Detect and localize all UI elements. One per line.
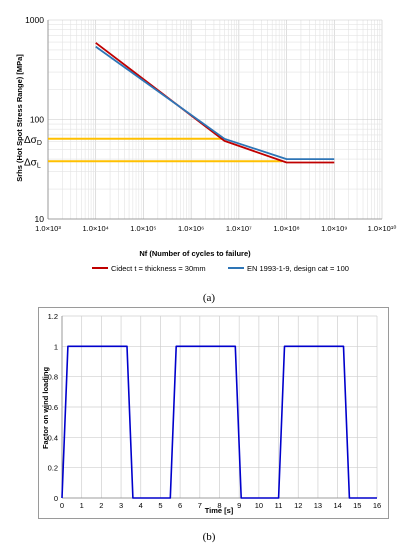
reference-label-l: ΔσL xyxy=(24,157,41,169)
x-tick-label: 11 xyxy=(275,501,283,510)
x-tick-label: 2 xyxy=(99,501,103,510)
x-tick-label: 1.0×10⁷ xyxy=(226,224,252,233)
y-tick-label: 0.8 xyxy=(48,373,58,382)
chart-a-annotations: ΔσD ΔσL xyxy=(24,135,42,170)
x-tick-label: 6 xyxy=(178,501,182,510)
x-tick-label: 1 xyxy=(80,501,84,510)
chart-b-y-label: Factor on wind loading xyxy=(41,367,50,449)
x-tick-label: 1.0×10⁶ xyxy=(178,224,204,233)
y-tick-label: 10 xyxy=(35,214,45,224)
x-tick-label: 1.0×10⁴ xyxy=(83,224,109,233)
chart-b-frame xyxy=(38,307,389,519)
x-tick-label: 15 xyxy=(353,501,361,510)
chart-a-reference-lines xyxy=(48,137,282,163)
chart-a-series xyxy=(95,42,335,164)
x-tick-label: 9 xyxy=(237,501,241,510)
x-tick-label: 3 xyxy=(119,501,123,510)
x-tick-label: 0 xyxy=(60,501,64,510)
x-tick-label: 13 xyxy=(314,501,322,510)
y-tick-label: 1.2 xyxy=(48,312,58,321)
x-tick-label: 8 xyxy=(217,501,221,510)
chart-a-y-label: Srhs (Hot Spot Stress Range) [MPa] xyxy=(15,54,24,182)
x-tick-label: 1.0×10¹⁰ xyxy=(368,224,397,233)
chart-b-x-ticks: 0 1 2 3 4 5 6 7 8 9 10 11 12 13 14 15 16 xyxy=(60,501,381,510)
x-tick-label: 12 xyxy=(294,501,302,510)
y-tick-label: 1000 xyxy=(25,15,44,25)
x-tick-label: 16 xyxy=(373,501,381,510)
series-line-cidect xyxy=(95,42,335,164)
y-tick-label: 100 xyxy=(30,115,44,125)
chart-a-x-label: Nf (Number of cycles to failure) xyxy=(139,249,251,258)
reference-label-d: ΔσD xyxy=(24,135,42,147)
chart-a: 1.0×10³ 1.0×10⁴ 1.0×10⁵ 1.0×10⁶ 1.0×10⁷ 1.0×1… xyxy=(15,15,396,304)
chart-b-y-ticks: 0 0.2 0.4 0.6 0.8 1 1.2 xyxy=(48,312,58,503)
x-tick-label: 1.0×10³ xyxy=(35,224,61,233)
y-tick-label: 1 xyxy=(54,342,58,351)
caption-b: (b) xyxy=(203,531,216,543)
y-tick-label: 0 xyxy=(54,494,58,503)
chart-a-x-ticks: 1.0×10³ 1.0×10⁴ 1.0×10⁵ 1.0×10⁶ 1.0×10⁷ 1.0×1… xyxy=(35,224,396,233)
legend-label-cidect: Cidect t = thickness = 30mm xyxy=(111,264,206,273)
x-tick-label: 14 xyxy=(333,501,341,510)
chart-b-series xyxy=(61,345,377,499)
x-tick-label: 1.0×10⁵ xyxy=(130,224,156,233)
x-tick-label: 1.0×10⁸ xyxy=(273,224,299,233)
chart-a-grid xyxy=(47,19,383,220)
x-tick-label: 10 xyxy=(255,501,263,510)
chart-b-x-label: Time [s] xyxy=(205,506,234,515)
chart-a-y-ticks: 10 100 1000 xyxy=(25,15,44,224)
x-tick-label: 4 xyxy=(139,501,143,510)
series-line-en1993 xyxy=(95,45,335,161)
legend-label-en1993: EN 1993-1-9, design cat = 100 xyxy=(247,264,349,273)
caption-a: (a) xyxy=(203,292,216,304)
y-tick-label: 0.4 xyxy=(48,433,58,442)
x-tick-label: 5 xyxy=(158,501,162,510)
y-tick-label: 0.2 xyxy=(48,464,58,473)
y-tick-label: 0.6 xyxy=(48,403,58,412)
chart-b: 0 1 2 3 4 5 6 7 8 9 10 11 12 13 14 15 16 00.20.40.60.811… xyxy=(41,312,381,543)
chart-a-legend: Cidect t = thickness = 30mm EN 1993-1-9,… xyxy=(92,264,349,273)
x-tick-label: 7 xyxy=(198,501,202,510)
series-line-wind-factor xyxy=(61,345,377,499)
x-tick-label: 1.0×10⁹ xyxy=(321,224,347,233)
